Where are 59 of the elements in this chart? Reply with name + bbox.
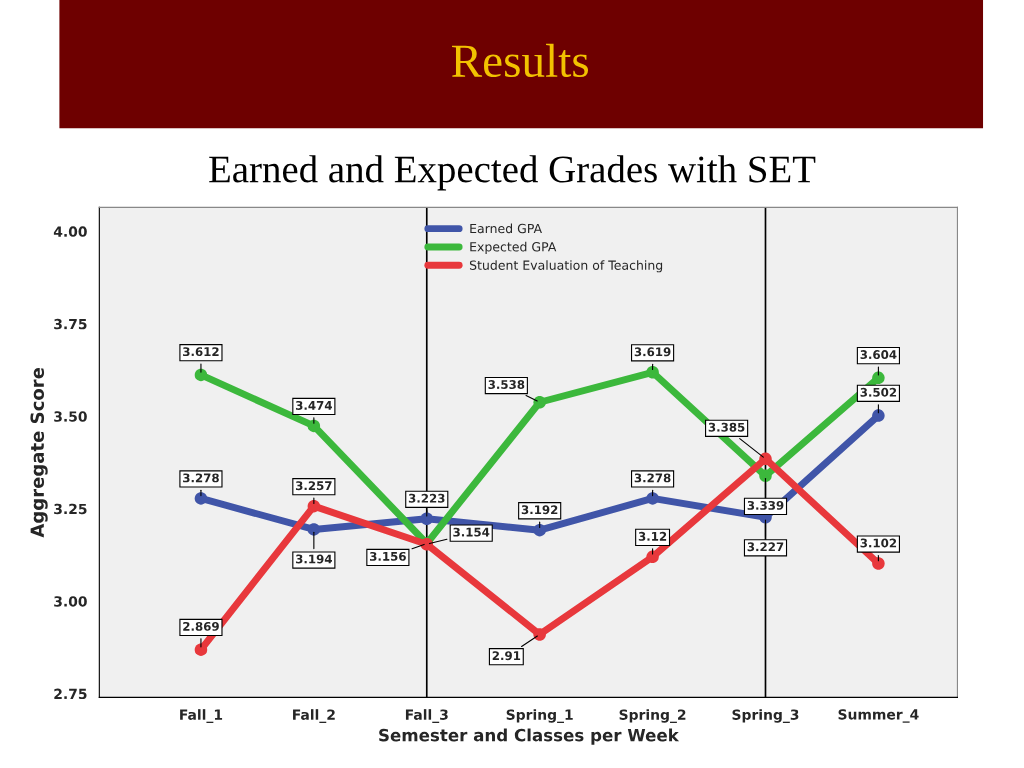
point — [759, 469, 772, 483]
y-tick-label: 4.00 — [53, 226, 87, 237]
x-tick-label: Fall_3 — [405, 709, 448, 723]
point — [646, 550, 659, 564]
x-tick-label: Fall_1 — [180, 709, 223, 723]
data-label: 3.102 — [860, 538, 897, 548]
point — [533, 628, 546, 641]
data-label: 3.385 — [708, 422, 745, 432]
point — [307, 499, 321, 513]
point — [646, 366, 659, 379]
data-label: 3.257 — [295, 481, 332, 491]
data-label: 2.91 — [492, 651, 521, 661]
data-label: 2.869 — [183, 621, 219, 631]
legend-label: Earned GPA — [470, 223, 542, 234]
y-tick-label: 2.75 — [54, 688, 87, 700]
point — [194, 643, 208, 656]
point — [307, 523, 321, 536]
point — [420, 512, 434, 525]
data-label: 3.194 — [295, 554, 332, 564]
point — [194, 492, 208, 505]
data-label: 3.192 — [521, 505, 558, 515]
data-label: 3.223 — [408, 493, 445, 503]
x-axis-title: Semester and Classes per Week — [379, 728, 680, 745]
x-tick-label: Spring_1 — [506, 709, 573, 723]
y-tick-label: 3.50 — [54, 411, 87, 422]
data-label: 3.474 — [295, 400, 332, 410]
chart-subtitle: Earned and Expected Grades with SET — [209, 155, 816, 191]
y-axis-title: Aggregate Score — [30, 367, 48, 538]
point — [872, 371, 885, 385]
y-tick-label: 3.75 — [54, 318, 87, 330]
data-label: 3.538 — [488, 380, 525, 389]
data-label: 3.619 — [634, 347, 671, 357]
data-label: 3.278 — [634, 473, 671, 483]
x-tick-label: Fall_2 — [293, 709, 335, 723]
legend-label: Expected GPA — [470, 241, 557, 254]
data-label: 3.154 — [453, 527, 490, 537]
data-label: 3.12 — [638, 531, 667, 541]
data-label: 3.502 — [860, 387, 897, 397]
data-label: 3.156 — [370, 551, 406, 561]
point — [194, 368, 208, 382]
y-tick-label: 3.00 — [54, 596, 87, 607]
x-tick-label: Spring_3 — [732, 709, 799, 723]
point — [872, 409, 885, 422]
x-tick-label: Spring_2 — [619, 709, 686, 723]
point — [872, 557, 885, 570]
point — [307, 419, 321, 433]
point — [646, 492, 659, 505]
point — [533, 395, 546, 409]
data-label: 3.612 — [183, 347, 219, 357]
point — [759, 452, 772, 466]
point — [533, 523, 546, 537]
data-label: 3.339 — [747, 500, 784, 510]
data-label: 3.604 — [860, 350, 897, 360]
legend-label: Student Evaluation of Teaching — [469, 260, 663, 273]
data-label: 3.278 — [183, 473, 219, 483]
y-tick-label: 3.25 — [54, 503, 87, 515]
chart-title: Results — [452, 43, 589, 78]
x-tick-label: Summer_4 — [838, 709, 919, 723]
data-label: 3.227 — [747, 542, 784, 552]
